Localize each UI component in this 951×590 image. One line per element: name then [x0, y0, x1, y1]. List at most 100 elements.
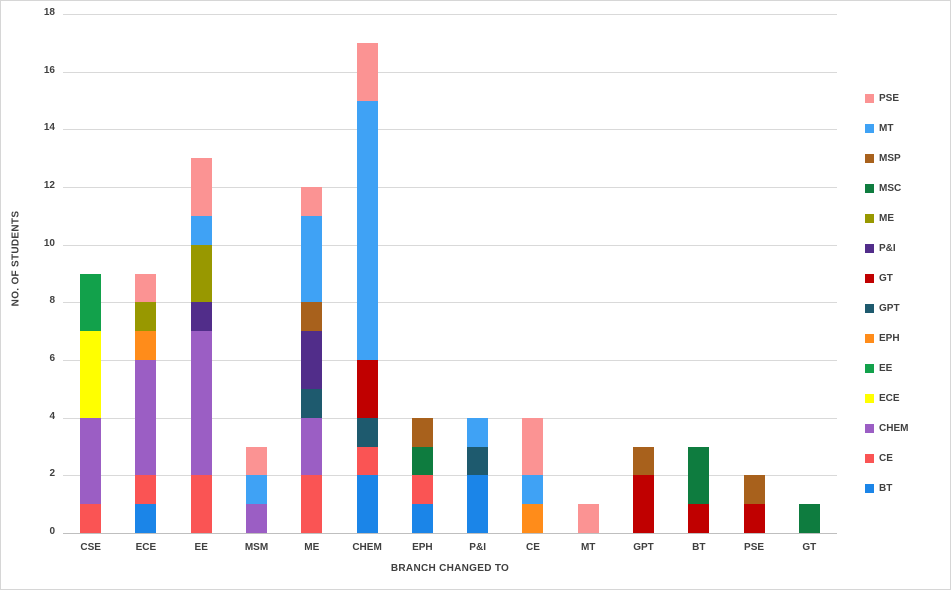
bar-segment-EPH-CE [522, 504, 544, 533]
bar-segment-PSE-MSM [246, 446, 267, 476]
bar-segment-MSC-BT [688, 446, 710, 505]
bar-segment-MSP-PSE [743, 475, 765, 505]
legend-swatch [865, 213, 874, 223]
bar-segment-CHEM-ME [301, 417, 323, 476]
y-axis-title: NO. OF STUDENTS [10, 210, 22, 307]
bar-segment-PSE-CE [522, 417, 544, 476]
gridline [63, 417, 837, 419]
bar-segment-CHEM-CSE [80, 417, 102, 505]
legend: PSE MT MSP MSC ME P&I GT GPT EPH EE ECE CHEM CE BT [865, 90, 908, 510]
legend-swatch [865, 423, 874, 433]
y-tick-label: 14 [43, 122, 55, 134]
x-tick-label: BT [692, 542, 706, 553]
legend-item-CHEM: CHEM [865, 420, 908, 436]
legend-swatch [865, 153, 874, 163]
y-tick-label: 4 [49, 410, 55, 422]
bar-segment-GPT-CHEM [356, 417, 378, 447]
y-tick-label: 16 [43, 64, 55, 76]
bar-segment-CE-ECE [135, 475, 157, 505]
bar-segment-BT-CHEM [356, 475, 378, 533]
legend-item-PSE: PSE [865, 90, 908, 106]
bar-segment-BT-EPH [411, 504, 433, 533]
legend-swatch [865, 243, 874, 253]
legend-item-P&I: P&I [865, 240, 908, 256]
bar-segment-MT-ME [301, 215, 323, 303]
x-tick-label: P&I [469, 542, 486, 553]
y-tick-label: 18 [43, 7, 55, 18]
legend-swatch [865, 333, 874, 343]
legend-label: MSC [879, 182, 902, 194]
gridline [63, 302, 837, 304]
bar-segment-PSE-CHEM [356, 42, 378, 101]
legend-item-GPT: GPT [865, 300, 908, 316]
bar-segment-P&I-ME [301, 331, 323, 389]
y-tick-label: 2 [49, 468, 55, 480]
legend-item-CE: CE [865, 450, 908, 466]
gridline [63, 71, 837, 73]
bar-segment-MT-CHEM [356, 100, 378, 360]
plot-area [63, 14, 837, 534]
bar-segment-CE-ME [301, 475, 323, 533]
y-tick-label: 10 [43, 237, 55, 249]
legend-label: PSE [879, 92, 900, 104]
legend-label: CE [879, 452, 893, 464]
legend-label: CHEM [879, 422, 909, 434]
bar-segment-MSC-GT [798, 504, 820, 533]
legend-label: BT [879, 482, 893, 494]
gridline [63, 475, 837, 477]
legend-swatch [865, 303, 874, 313]
bar-segment-MT-EE [190, 215, 212, 245]
legend-swatch [865, 123, 874, 133]
legend-label: MT [879, 122, 894, 134]
legend-swatch [865, 393, 874, 403]
legend-item-ME: ME [865, 210, 908, 226]
x-tick-label: MT [580, 542, 596, 553]
x-tick-label: EPH [412, 542, 433, 553]
bar-segment-ME-ECE [135, 302, 157, 332]
bar-segment-BT-P&I [467, 475, 489, 533]
bar-segment-MT-CE [522, 475, 544, 505]
x-tick-label: GPT [633, 542, 654, 553]
bar-segment-GT-BT [688, 504, 710, 533]
bar-segment-CHEM-EE [190, 331, 212, 476]
bar-segment-CE-CHEM [356, 446, 378, 476]
bar-segment-BT-ECE [135, 504, 157, 533]
legend-swatch [865, 483, 874, 493]
bar-segment-MT-MSM [246, 475, 267, 505]
gridline [63, 14, 837, 15]
gridline [63, 244, 837, 246]
bar-segment-GT-GPT [633, 475, 654, 533]
legend-label: EPH [879, 332, 900, 344]
y-tick-label: 6 [49, 353, 55, 364]
y-tick-label: 12 [43, 180, 55, 191]
bar-segment-MSP-GPT [633, 446, 654, 476]
legend-label: MSP [879, 152, 901, 164]
legend-swatch [865, 183, 874, 193]
gridline [63, 360, 837, 361]
legend-label: GT [879, 272, 893, 284]
legend-label: GPT [879, 302, 900, 314]
x-tick-label: MSM [244, 542, 269, 553]
bar-segment-ECE-CSE [80, 331, 102, 418]
bar-segment-GPT-ME [301, 388, 323, 418]
y-tick-label: 8 [49, 295, 55, 307]
bar-segment-CHEM-MSM [246, 504, 267, 533]
legend-swatch [865, 453, 874, 463]
x-tick-label: PSE [744, 542, 765, 553]
bar-segment-CE-EE [190, 475, 212, 533]
legend-item-GT: GT [865, 270, 908, 286]
x-tick-label: CHEM [352, 542, 382, 553]
legend-swatch [865, 93, 874, 103]
legend-label: ME [879, 212, 894, 224]
bar-segment-MSC-EPH [411, 446, 433, 476]
bar-segment-EPH-ECE [135, 331, 157, 360]
bar-segment-PSE-ECE [135, 273, 157, 303]
x-tick-label: ECE [135, 542, 157, 553]
x-tick-label: CSE [80, 542, 101, 553]
legend-swatch [865, 363, 874, 373]
bar-segment-CE-EPH [411, 475, 433, 505]
bar-segment-GT-PSE [743, 504, 765, 533]
x-tick-label: ME [304, 542, 320, 553]
legend-item-EE: EE [865, 360, 908, 376]
